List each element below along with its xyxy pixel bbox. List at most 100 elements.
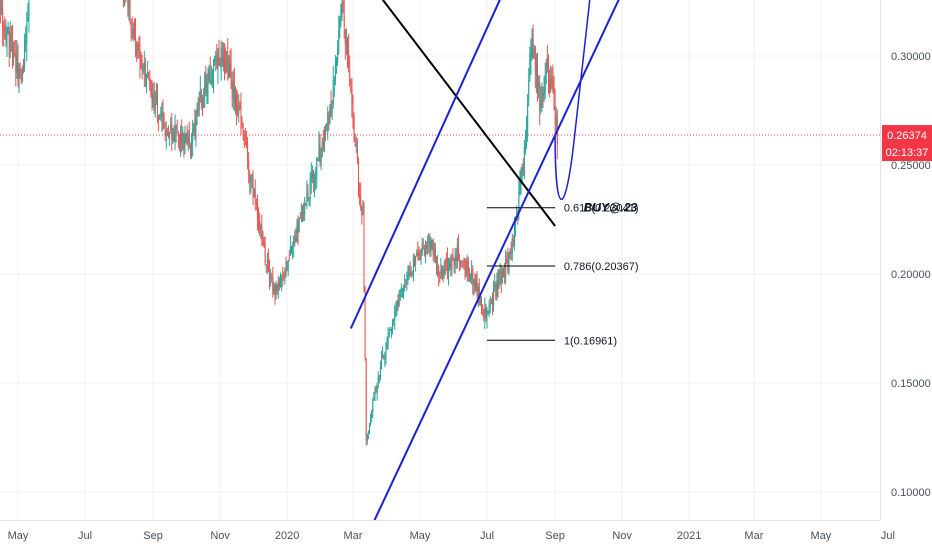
candle-body <box>416 253 417 256</box>
candle-body <box>261 226 262 238</box>
candle-body <box>299 219 300 232</box>
candle-body <box>182 134 183 149</box>
candle-body <box>415 258 416 264</box>
candle-body <box>321 155 322 162</box>
candle-body <box>181 132 182 147</box>
candle-body <box>255 190 256 198</box>
candle-body <box>492 302 493 305</box>
candle-body <box>193 124 194 132</box>
candle-body <box>359 189 360 194</box>
candle-body <box>538 84 539 87</box>
candle-body <box>153 93 154 104</box>
candle-body <box>463 261 464 262</box>
candle-body <box>488 311 489 312</box>
candle-body <box>394 308 395 320</box>
candle-body <box>405 283 406 284</box>
annotation-label[interactable]: BUY@.23 <box>584 201 638 215</box>
candle-body <box>434 248 435 256</box>
candle-body <box>152 93 153 104</box>
candle-body <box>443 271 444 273</box>
candle-body <box>477 281 478 295</box>
candle-body <box>183 135 184 150</box>
candle-body <box>313 171 314 183</box>
candle-body <box>491 302 492 303</box>
candle-body <box>326 128 327 130</box>
candle-body <box>320 146 321 161</box>
candle-body <box>466 267 467 274</box>
candle-body <box>404 284 405 285</box>
candle-body <box>317 159 318 160</box>
candle-body <box>427 245 428 246</box>
candle-body <box>247 143 248 160</box>
candle-body <box>340 4 341 17</box>
candle-body <box>303 211 304 212</box>
candle-body <box>13 52 14 60</box>
candle-body <box>514 227 515 243</box>
candle-body <box>311 175 312 182</box>
candle-body <box>187 132 188 146</box>
candle-body <box>287 269 288 271</box>
candle-body <box>378 377 379 383</box>
candle-body <box>234 81 235 102</box>
candle-body <box>504 275 505 276</box>
candle-body <box>353 106 354 120</box>
candle-body <box>392 323 393 329</box>
candle-body <box>437 265 438 269</box>
candle-body <box>164 117 165 127</box>
candle-body <box>497 278 498 287</box>
candle-body <box>184 133 185 147</box>
candle-body <box>425 243 426 257</box>
candle-body <box>496 280 497 295</box>
candle-body <box>271 277 272 278</box>
candle-body <box>282 277 283 278</box>
candle-body <box>322 142 323 155</box>
candle-body <box>209 69 210 79</box>
candle-body <box>159 119 160 120</box>
candle-body <box>541 93 542 103</box>
candle-body <box>199 98 200 110</box>
candle-body <box>363 210 364 288</box>
candle-body <box>293 236 294 245</box>
candle-body <box>264 243 265 244</box>
candle-body <box>508 253 509 272</box>
candle-body <box>225 61 226 73</box>
candle-body <box>231 65 232 83</box>
candle-body <box>138 43 139 51</box>
candle-body <box>403 285 404 288</box>
candle-body <box>393 320 394 321</box>
candle-body <box>452 258 453 259</box>
candle-body <box>376 390 377 392</box>
candle-body <box>217 56 218 69</box>
candle-body <box>132 30 133 37</box>
candle-body <box>157 94 158 114</box>
candle-body <box>512 239 513 254</box>
candle-body <box>449 261 450 269</box>
candle-body <box>221 49 222 69</box>
candle-body <box>510 249 511 252</box>
candle-body <box>1 8 2 11</box>
candle-body <box>395 308 396 309</box>
x-tick-label: Nov <box>612 530 632 542</box>
candle-body <box>396 301 397 306</box>
candle-body <box>133 30 134 37</box>
candle-body <box>511 251 512 254</box>
candle-body <box>233 81 234 97</box>
candle-body <box>272 277 273 293</box>
candle-body <box>543 91 544 94</box>
candle-body <box>327 113 328 128</box>
candle-body <box>315 176 316 180</box>
candle-body <box>500 270 501 274</box>
candle-body <box>469 273 470 281</box>
candle-body <box>519 180 520 192</box>
candle-body <box>296 225 297 238</box>
x-tick-label: May <box>410 530 431 542</box>
candle-body <box>457 245 458 261</box>
candle-body <box>135 35 136 43</box>
candle-body <box>446 259 447 260</box>
candle-body <box>179 136 180 144</box>
candle-body <box>461 261 462 263</box>
candle-body <box>150 88 151 94</box>
candle-body <box>178 132 179 133</box>
